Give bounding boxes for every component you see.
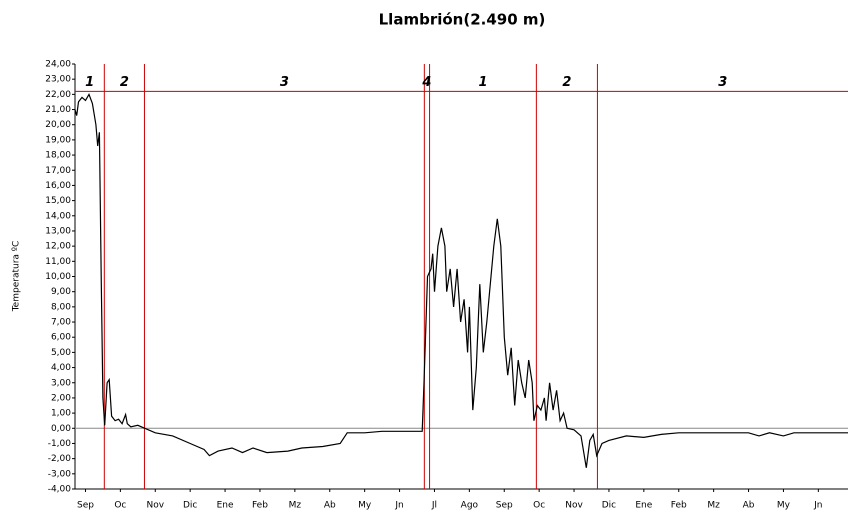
y-tick-label: -2,00: [48, 454, 72, 464]
y-tick-label: 24,00: [45, 60, 71, 70]
phase-label: 3: [280, 75, 289, 90]
x-tick-label: Oc: [114, 501, 126, 511]
y-tick-label: 17,00: [45, 166, 71, 176]
y-tick-label: 1,00: [51, 409, 71, 419]
y-tick-label: 0,00: [51, 424, 71, 434]
x-tick-label: My: [358, 501, 372, 511]
y-tick-label: 16,00: [45, 181, 71, 191]
x-tick-label: Dic: [183, 501, 197, 511]
phase-label: 4: [421, 75, 431, 90]
y-tick-label: 15,00: [45, 196, 71, 206]
y-tick-label: 9,00: [51, 287, 71, 297]
x-tick-label: Ene: [635, 501, 652, 511]
x-tick-label: Feb: [671, 501, 687, 511]
y-tick-label: 13,00: [45, 226, 71, 236]
y-tick-label: 11,00: [45, 257, 71, 267]
x-tick-label: Nov: [565, 501, 583, 511]
x-tick-label: Nov: [146, 501, 164, 511]
y-tick-label: 20,00: [45, 120, 71, 130]
x-tick-label: Dic: [602, 501, 616, 511]
phase-label: 3: [718, 75, 727, 90]
temperature-line: [74, 93, 848, 468]
y-tick-label: 5,00: [51, 348, 71, 358]
y-tick-label: 12,00: [45, 242, 71, 252]
y-tick-label: -3,00: [48, 469, 72, 479]
y-tick-label: 6,00: [51, 333, 71, 343]
x-tick-label: Jn: [813, 501, 822, 511]
y-axis-label: Temperatura ºC: [12, 241, 22, 313]
x-tick-label: Feb: [252, 501, 268, 511]
y-tick-label: 10,00: [45, 272, 71, 282]
x-tick-label: Mz: [707, 501, 720, 511]
phase-label: 1: [85, 75, 94, 90]
x-tick-label: Mz: [289, 501, 302, 511]
y-tick-label: 3,00: [51, 378, 71, 388]
x-tick-label: Jl: [431, 501, 437, 511]
x-tick-label: Ene: [217, 501, 234, 511]
chart-title: Llambrión(2.490 m): [379, 11, 546, 29]
y-tick-label: 14,00: [45, 211, 71, 221]
x-tick-label: Ab: [743, 501, 755, 511]
y-tick-label: 22,00: [45, 90, 71, 100]
y-tick-label: 19,00: [45, 135, 71, 145]
y-tick-label: 23,00: [45, 75, 71, 85]
y-tick-label: 2,00: [51, 393, 71, 403]
y-tick-label: 4,00: [51, 363, 71, 373]
x-tick-label: Oc: [533, 501, 545, 511]
y-tick-label: 18,00: [45, 151, 71, 161]
x-tick-label: Sep: [77, 501, 94, 511]
y-tick-label: -4,00: [48, 485, 72, 495]
phase-label: 2: [120, 75, 129, 90]
phase-label: 1: [478, 75, 487, 90]
x-tick-label: Ago: [461, 501, 479, 511]
phase-label: 2: [562, 75, 571, 90]
y-tick-label: 21,00: [45, 105, 71, 115]
x-tick-label: My: [777, 501, 791, 511]
x-tick-label: Sep: [496, 501, 513, 511]
y-tick-label: 7,00: [51, 318, 71, 328]
y-tick-label: 8,00: [51, 302, 71, 312]
x-tick-label: Jn: [394, 501, 403, 511]
x-tick-label: Ab: [324, 501, 336, 511]
y-tick-label: -1,00: [48, 439, 72, 449]
